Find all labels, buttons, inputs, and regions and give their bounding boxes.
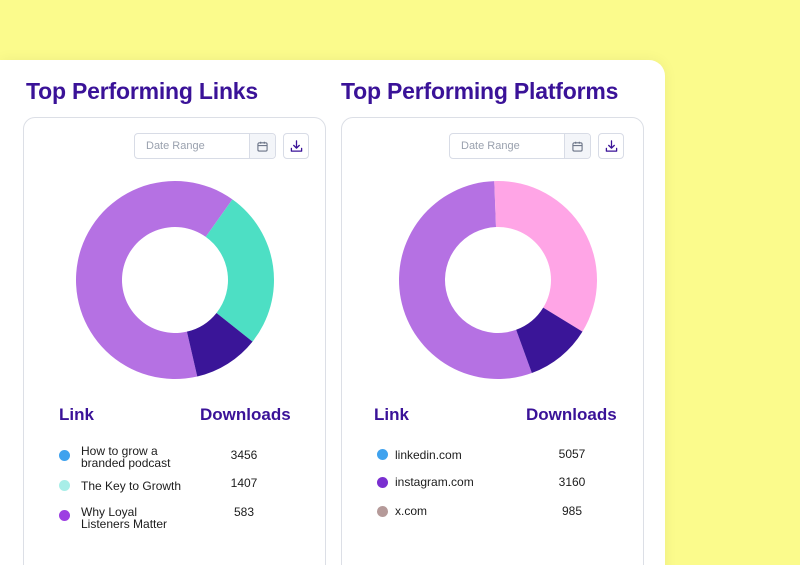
legend-dot — [377, 449, 388, 460]
slice-linkedin — [399, 181, 532, 379]
links-download-button[interactable] — [283, 133, 309, 159]
links-col-link: Link — [59, 405, 94, 424]
row-label-line1: instagram.com — [395, 475, 474, 489]
calendar-icon[interactable] — [564, 134, 590, 158]
platforms-card: Date Range Link Downloads linkedin.com 5… — [341, 117, 644, 565]
legend-dot — [59, 480, 70, 491]
date-range-placeholder: Date Range — [461, 140, 520, 152]
row-value: 3160 — [558, 475, 586, 489]
links-donut-chart — [76, 180, 274, 379]
platforms-section-title: Top Performing Platforms — [341, 78, 619, 104]
row-label-line1: x.com — [395, 504, 428, 518]
slice-instagram — [494, 181, 597, 332]
row-label-line1: How to grow a — [81, 444, 158, 458]
row-label-line2: branded podcast — [81, 456, 171, 470]
row-value: 985 — [561, 504, 583, 518]
links-col-downloads: Downloads — [200, 405, 291, 424]
slice-key-to-growth — [205, 199, 274, 342]
row-label-line2: Listeners Matter — [81, 517, 168, 531]
legend-dot — [377, 477, 388, 488]
platforms-download-button[interactable] — [598, 133, 624, 159]
links-card: Date Range Link Downloads How to grow a … — [23, 117, 326, 565]
row-label-line1: Why Loyal — [81, 505, 138, 519]
slice-x — [516, 307, 583, 374]
links-section-title: Top Performing Links — [26, 78, 258, 104]
download-icon — [290, 139, 302, 152]
legend-dot — [59, 450, 70, 461]
row-value: 583 — [233, 505, 255, 519]
row-value: 5057 — [558, 447, 586, 461]
platforms-donut-chart — [399, 181, 597, 379]
platforms-col-downloads: Downloads — [526, 405, 617, 424]
links-date-range-input[interactable]: Date Range — [134, 133, 276, 159]
row-label-line1: The Key to Growth — [81, 479, 182, 493]
row-label-line1: linkedin.com — [395, 448, 462, 462]
platforms-date-range-input[interactable]: Date Range — [449, 133, 591, 159]
slice-why-loyal — [186, 312, 253, 377]
calendar-icon[interactable] — [249, 134, 275, 158]
platforms-col-link: Link — [374, 405, 409, 424]
legend-dot — [59, 510, 70, 521]
slice-how-to-grow — [76, 180, 233, 379]
date-range-placeholder: Date Range — [146, 140, 205, 152]
row-value: 3456 — [230, 448, 258, 462]
row-value: 1407 — [230, 476, 258, 490]
legend-dot — [377, 506, 388, 517]
download-icon — [605, 139, 617, 152]
